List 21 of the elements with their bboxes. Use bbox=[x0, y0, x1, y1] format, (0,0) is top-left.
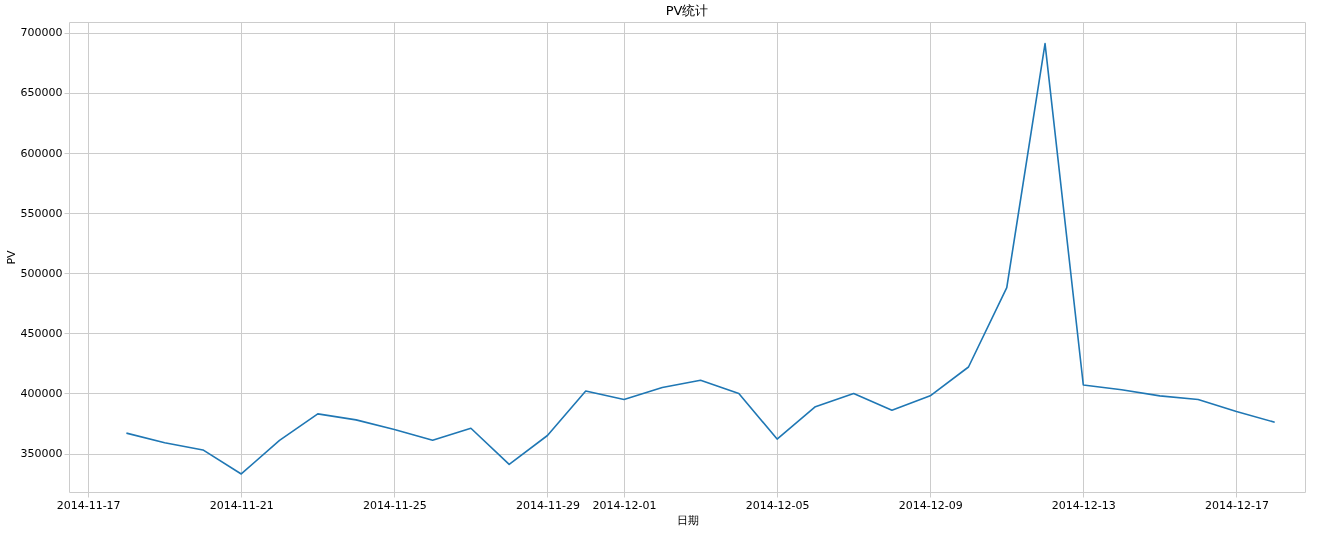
x-tick-label: 2014-11-29 bbox=[515, 498, 580, 512]
x-tick-label: 2014-11-21 bbox=[209, 498, 274, 512]
x-tick-label: 2014-11-17 bbox=[56, 498, 121, 512]
line-series bbox=[125, 42, 1276, 475]
chart-title: PV统计 bbox=[665, 3, 709, 18]
x-tick-label: 2014-12-05 bbox=[745, 498, 810, 512]
x-tick-label: 2014-12-09 bbox=[898, 498, 963, 512]
y-axis-title: PV bbox=[4, 249, 18, 265]
x-tick-label: 2014-12-13 bbox=[1051, 498, 1116, 512]
y-tick-label: 500000 bbox=[20, 266, 63, 280]
y-tick-label: 700000 bbox=[20, 26, 63, 40]
y-tick-label: 450000 bbox=[20, 326, 63, 340]
x-tick-label: 2014-12-01 bbox=[592, 498, 657, 512]
y-tick-label: 550000 bbox=[20, 206, 63, 220]
y-tick-label: 600000 bbox=[20, 146, 63, 160]
y-tick-label: 650000 bbox=[20, 86, 63, 100]
x-axis-title: 日期 bbox=[676, 513, 699, 527]
y-tick-label: 400000 bbox=[20, 386, 63, 400]
x-tick-label: 2014-12-17 bbox=[1204, 498, 1269, 512]
x-tick-label: 2014-11-25 bbox=[362, 498, 427, 512]
y-tick-label: 350000 bbox=[20, 447, 63, 461]
